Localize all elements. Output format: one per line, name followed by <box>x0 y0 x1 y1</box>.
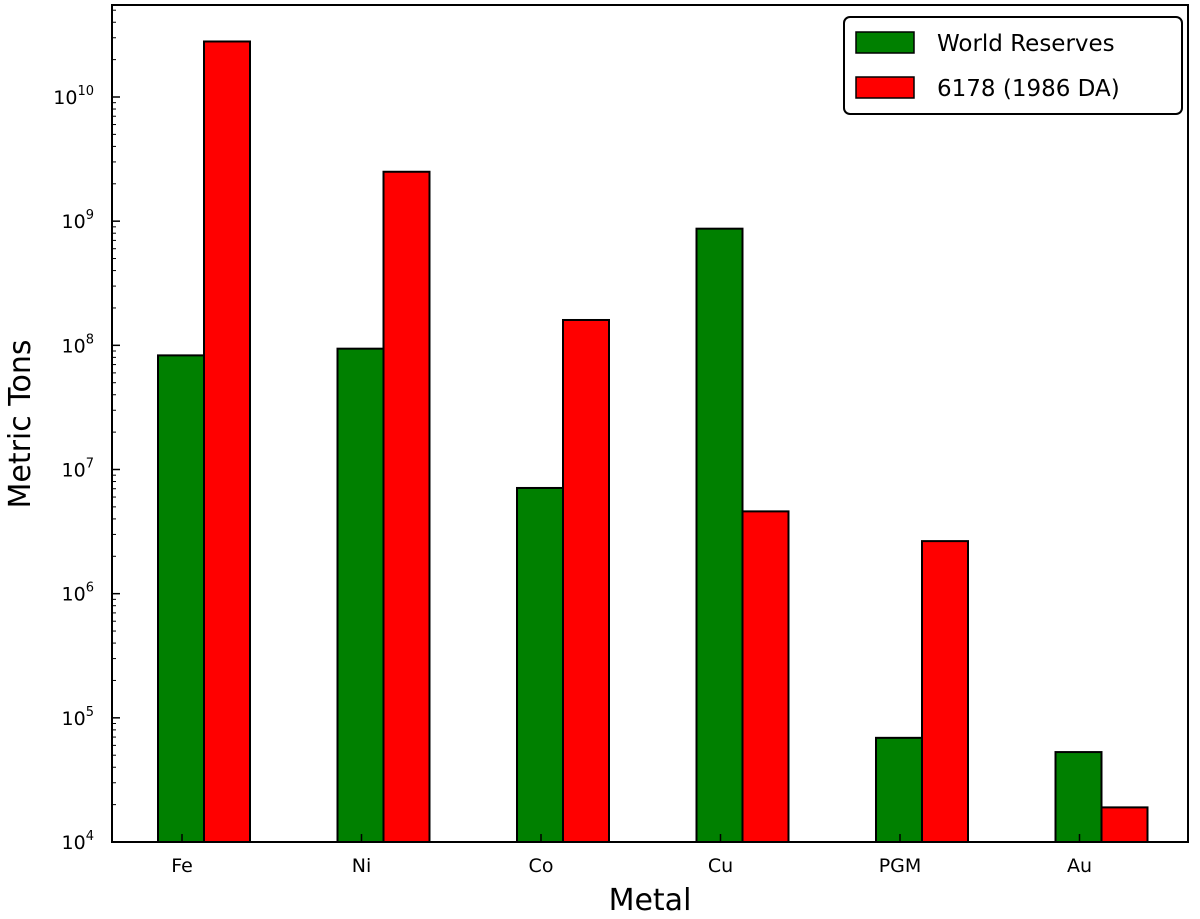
legend-box <box>843 16 1183 115</box>
legend: World Reserves 6178 (1986 DA) <box>843 16 1183 115</box>
bar-pgm-6178 <box>921 540 969 843</box>
x-tick-label-co: Co <box>529 855 554 877</box>
y-tick-label: 1010 <box>53 84 94 109</box>
y-tick-label: 108 <box>62 332 94 357</box>
bars-layer <box>157 40 1149 844</box>
legend-label-world-reserves: World Reserves <box>937 31 1115 57</box>
x-tick-label-cu: Cu <box>708 855 733 877</box>
bar-ni-6178 <box>382 170 431 843</box>
bar-fe-6178 <box>203 40 251 843</box>
x-axis: Fe Ni Co Cu PGM Au <box>171 834 1092 877</box>
bar-au-world-reserves <box>1054 751 1103 844</box>
bar-cu-6178 <box>741 510 790 843</box>
y-tick-label: 107 <box>62 457 94 482</box>
x-tick-label-fe: Fe <box>171 855 193 877</box>
legend-swatch-world-reserves <box>855 31 915 54</box>
bar-cu-world-reserves <box>695 227 744 844</box>
bar-fe-world-reserves <box>157 354 205 843</box>
y-tick-label: 106 <box>62 581 94 606</box>
y-tick-label: 104 <box>62 829 94 854</box>
bar-ni-world-reserves <box>336 347 385 843</box>
x-tick-label-au: Au <box>1067 855 1092 877</box>
y-axis-title: Metric Tons <box>3 339 38 508</box>
x-axis-title: Metal <box>609 883 692 918</box>
legend-swatch-6178 <box>855 76 915 99</box>
bar-co-6178 <box>562 318 610 843</box>
bar-au-6178 <box>1100 806 1149 844</box>
x-tick-label-pgm: PGM <box>879 855 922 877</box>
y-axis: 104 105 106 107 108 109 1010 <box>53 9 120 854</box>
y-tick-label: 105 <box>62 705 94 730</box>
x-tick-label-ni: Ni <box>352 855 372 877</box>
y-tick-label: 109 <box>62 208 94 233</box>
bar-co-world-reserves <box>516 486 564 843</box>
plot-frame <box>111 4 1189 843</box>
bar-pgm-world-reserves <box>875 736 923 843</box>
legend-label-6178: 6178 (1986 DA) <box>937 76 1120 102</box>
